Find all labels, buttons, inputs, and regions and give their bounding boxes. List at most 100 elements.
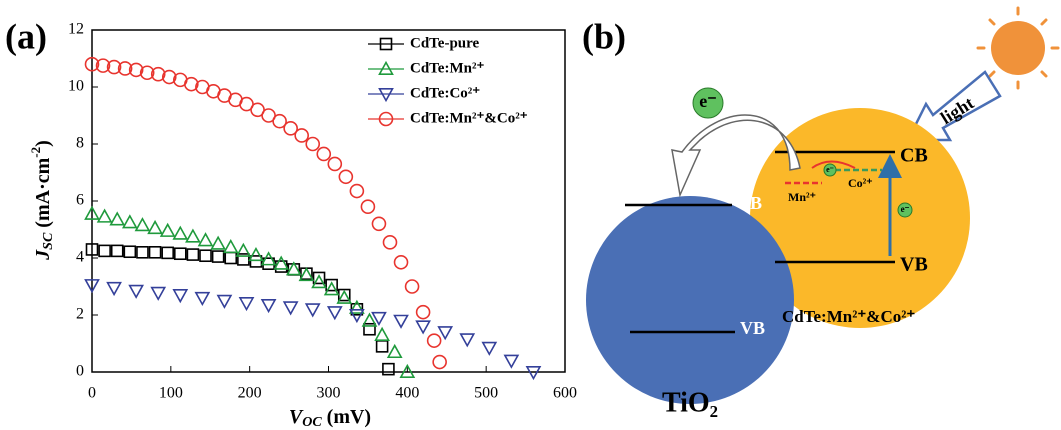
marker <box>350 310 363 322</box>
cdte-cb-label: CB <box>900 145 928 167</box>
x-tick-label: 400 <box>395 385 419 402</box>
marker <box>306 138 319 151</box>
electron-small-label: e⁻ <box>826 165 834 174</box>
marker <box>388 346 401 358</box>
marker <box>152 288 165 300</box>
marker <box>483 343 496 355</box>
mn-label: Mn²⁺ <box>788 190 816 204</box>
y-tick-label: 8 <box>76 135 84 152</box>
electron-label: e⁻ <box>699 91 717 111</box>
marker <box>137 247 148 258</box>
x-tick-label: 100 <box>159 385 183 402</box>
marker <box>295 129 308 142</box>
marker <box>313 276 326 288</box>
marker <box>377 341 388 352</box>
legend-label: CdTe:Mn²⁺&Co²⁺ <box>410 110 528 126</box>
y-label-exp: -2 <box>28 147 43 158</box>
legend-label: CdTe-pure <box>410 35 480 51</box>
marker <box>325 283 338 295</box>
marker <box>240 298 253 310</box>
tio2-particle <box>586 196 794 404</box>
marker <box>112 245 123 256</box>
marker <box>187 249 198 260</box>
marker <box>417 306 430 319</box>
y-label-unit: (mA·cm <box>32 157 54 232</box>
marker <box>130 286 143 298</box>
x-label-sub: OC <box>302 415 322 430</box>
marker <box>433 356 446 369</box>
marker <box>350 185 363 198</box>
panel-label: (a) <box>5 16 47 56</box>
marker <box>372 217 385 230</box>
sun <box>978 8 1058 88</box>
marker <box>199 234 212 246</box>
cdte-label: CdTe:Mn²⁺&Co²⁺ <box>782 307 915 326</box>
marker <box>186 230 199 242</box>
x-tick-label: 300 <box>317 385 341 402</box>
marker <box>284 302 297 314</box>
y-tick-label: 12 <box>68 21 84 38</box>
marker <box>212 237 225 249</box>
marker <box>218 296 231 308</box>
marker <box>224 241 237 253</box>
x-tick-label: 500 <box>474 385 498 402</box>
marker <box>428 334 441 347</box>
marker <box>376 328 389 340</box>
marker <box>98 210 111 222</box>
plot-frame <box>92 30 565 372</box>
marker <box>395 316 408 328</box>
marker <box>395 256 408 269</box>
tio2-label: TiO₂ <box>662 387 718 418</box>
x-label-unit: (mV) <box>322 406 371 428</box>
marker <box>175 248 186 259</box>
marker <box>417 321 430 333</box>
x-tick-label: 0 <box>88 385 96 402</box>
marker <box>196 293 209 305</box>
marker <box>174 290 187 302</box>
y-axis-label: JSC (mA·cm-2) <box>28 140 56 261</box>
y-label-close: ) <box>32 140 54 147</box>
y-tick-label: 4 <box>76 249 84 266</box>
panel-label: (b) <box>582 16 626 56</box>
marker <box>123 216 136 228</box>
marker <box>111 213 124 225</box>
marker <box>262 300 275 312</box>
legend-marker <box>380 63 393 75</box>
marker <box>225 253 236 264</box>
tio2-cb-label: CB <box>737 193 762 213</box>
marker <box>306 304 319 316</box>
marker <box>108 283 121 295</box>
x-tick-label: 200 <box>238 385 262 402</box>
y-label-sub: SC <box>41 232 56 250</box>
marker <box>275 257 288 269</box>
marker <box>150 247 161 258</box>
legend-marker <box>380 89 393 101</box>
legend-label: CdTe:Co²⁺ <box>410 85 480 101</box>
marker <box>136 219 149 231</box>
marker <box>328 157 341 170</box>
marker <box>249 249 262 261</box>
y-tick-label: 2 <box>76 306 84 323</box>
marker <box>383 236 396 249</box>
electron-small-label: e⁻ <box>901 204 910 214</box>
marker <box>250 256 261 267</box>
marker <box>149 222 162 234</box>
y-tick-label: 6 <box>76 192 84 209</box>
legend-label: CdTe:Mn²⁺ <box>410 60 484 76</box>
co-label: Co²⁺ <box>848 176 873 190</box>
marker <box>174 227 187 239</box>
marker <box>383 364 394 375</box>
marker <box>200 250 211 261</box>
marker <box>162 247 173 258</box>
marker <box>213 251 224 262</box>
y-tick-label: 10 <box>68 78 84 95</box>
marker <box>99 245 110 256</box>
marker <box>406 280 419 293</box>
marker <box>461 334 474 346</box>
marker <box>505 355 518 367</box>
marker <box>328 307 341 319</box>
marker <box>339 170 352 183</box>
marker <box>161 224 174 236</box>
marker <box>439 327 452 339</box>
marker <box>317 147 330 160</box>
